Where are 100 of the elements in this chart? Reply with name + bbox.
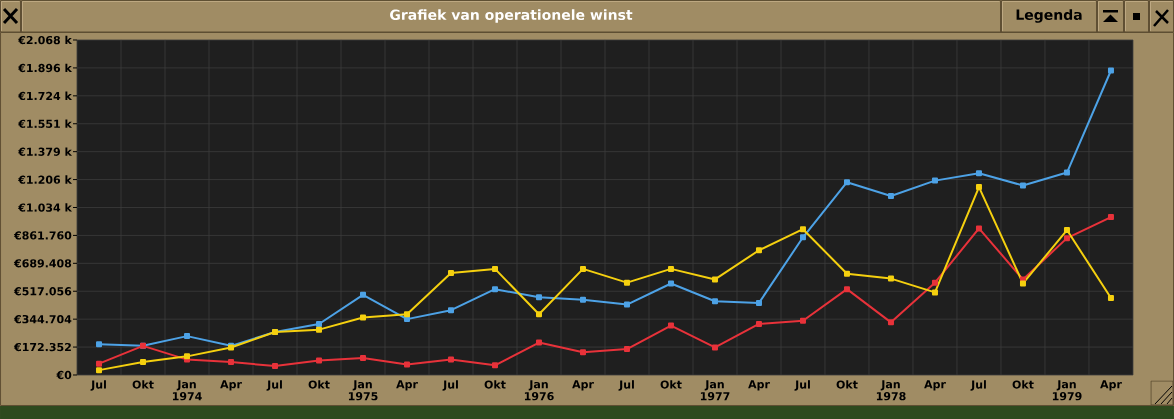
y-tick-label: €861.760 xyxy=(13,231,72,240)
point xyxy=(492,362,498,369)
point xyxy=(755,299,762,306)
point xyxy=(1107,67,1114,74)
x-tick-label: Jul xyxy=(442,380,458,391)
point xyxy=(360,354,366,361)
point xyxy=(843,270,850,277)
point xyxy=(1063,169,1070,176)
point xyxy=(887,275,894,282)
point xyxy=(711,298,718,305)
y-tick-label: €1.551 k xyxy=(18,119,73,128)
point xyxy=(843,286,850,293)
point xyxy=(579,296,586,303)
point xyxy=(623,279,630,286)
point xyxy=(96,341,103,348)
y-tick-label: €1.034 k xyxy=(18,203,73,212)
y-tick-label: €1.896 k xyxy=(18,63,73,73)
point xyxy=(667,322,674,329)
x-tick-label: Okt xyxy=(484,380,506,389)
point xyxy=(843,179,850,186)
point xyxy=(799,226,806,233)
point xyxy=(404,316,410,323)
point xyxy=(667,265,674,272)
point xyxy=(448,269,454,276)
point xyxy=(931,289,938,296)
x-tick-label: Jan 1975 xyxy=(348,380,378,401)
point xyxy=(667,280,674,287)
x-tick-label: Apr xyxy=(220,380,242,391)
x-tick-label: Jan 1976 xyxy=(524,380,554,401)
point xyxy=(535,339,542,346)
point xyxy=(1019,280,1026,287)
x-tick-label: Jul xyxy=(794,380,810,391)
y-tick-label: €1.724 k xyxy=(18,91,73,101)
x-tick-label: Apr xyxy=(1100,380,1122,391)
text: Legenda xyxy=(1016,9,1082,23)
point xyxy=(535,311,542,318)
point xyxy=(316,357,323,364)
y-tick-label: €2.068 k xyxy=(18,35,73,45)
point xyxy=(799,234,806,241)
point xyxy=(448,307,454,314)
point xyxy=(184,333,191,340)
point xyxy=(228,359,235,366)
point xyxy=(404,361,410,368)
point xyxy=(623,301,630,308)
point xyxy=(448,356,454,363)
y-tick-label: €0 xyxy=(56,370,72,380)
x-tick-label: Jul xyxy=(90,380,106,391)
point xyxy=(887,193,894,200)
x-tick-label: Apr xyxy=(748,380,770,391)
x-tick-label: Okt xyxy=(660,380,682,389)
y-tick-label: €1.206 k xyxy=(18,175,73,184)
point xyxy=(799,317,806,324)
x-tick-label: Okt xyxy=(1012,380,1034,389)
point xyxy=(96,367,103,374)
point xyxy=(1107,295,1114,302)
point xyxy=(272,363,279,370)
x-tick-label: Jul xyxy=(970,380,986,391)
point xyxy=(316,326,323,333)
point xyxy=(711,344,718,351)
x-tick-label: Okt xyxy=(836,380,858,389)
x-tick-label: Jan 1974 xyxy=(172,380,202,401)
point xyxy=(360,314,366,321)
y-tick-label: €689.408 xyxy=(13,259,72,268)
point xyxy=(711,276,718,283)
y-tick-label: €344.704 xyxy=(13,315,72,324)
y-tick-label: €517.056 xyxy=(13,287,72,296)
point xyxy=(975,184,982,191)
point xyxy=(579,265,586,272)
x-tick-label: Jan 1978 xyxy=(876,380,906,401)
y-tick-label: €172.352 xyxy=(13,342,71,352)
point xyxy=(975,225,982,232)
point xyxy=(887,319,894,326)
x-tick-label: Jul xyxy=(266,380,282,391)
x-tick-label: Apr xyxy=(572,380,594,391)
x-tick-label: Apr xyxy=(924,380,946,391)
x-tick-label: Jan 1979 xyxy=(1052,380,1082,401)
point xyxy=(1107,214,1114,221)
chart-title: Grafiek van operationele winst xyxy=(390,9,633,23)
x-tick-label: Apr xyxy=(396,380,418,391)
point xyxy=(1063,235,1070,242)
point xyxy=(931,279,938,286)
point xyxy=(579,349,586,356)
point xyxy=(404,311,410,318)
point xyxy=(975,170,982,177)
point xyxy=(316,320,323,327)
point xyxy=(96,360,103,367)
point xyxy=(492,265,498,272)
point xyxy=(1019,182,1026,189)
x-tick-label: Jan 1977 xyxy=(700,380,730,401)
y-tick-label: €1.379 k xyxy=(18,147,73,156)
x-tick-label: Okt xyxy=(132,380,154,389)
point xyxy=(931,177,938,184)
point xyxy=(360,291,366,298)
point xyxy=(623,346,630,353)
point xyxy=(140,359,147,366)
point xyxy=(755,320,762,327)
point xyxy=(535,294,542,301)
point xyxy=(755,247,762,254)
point xyxy=(492,286,498,293)
point xyxy=(1063,227,1070,234)
